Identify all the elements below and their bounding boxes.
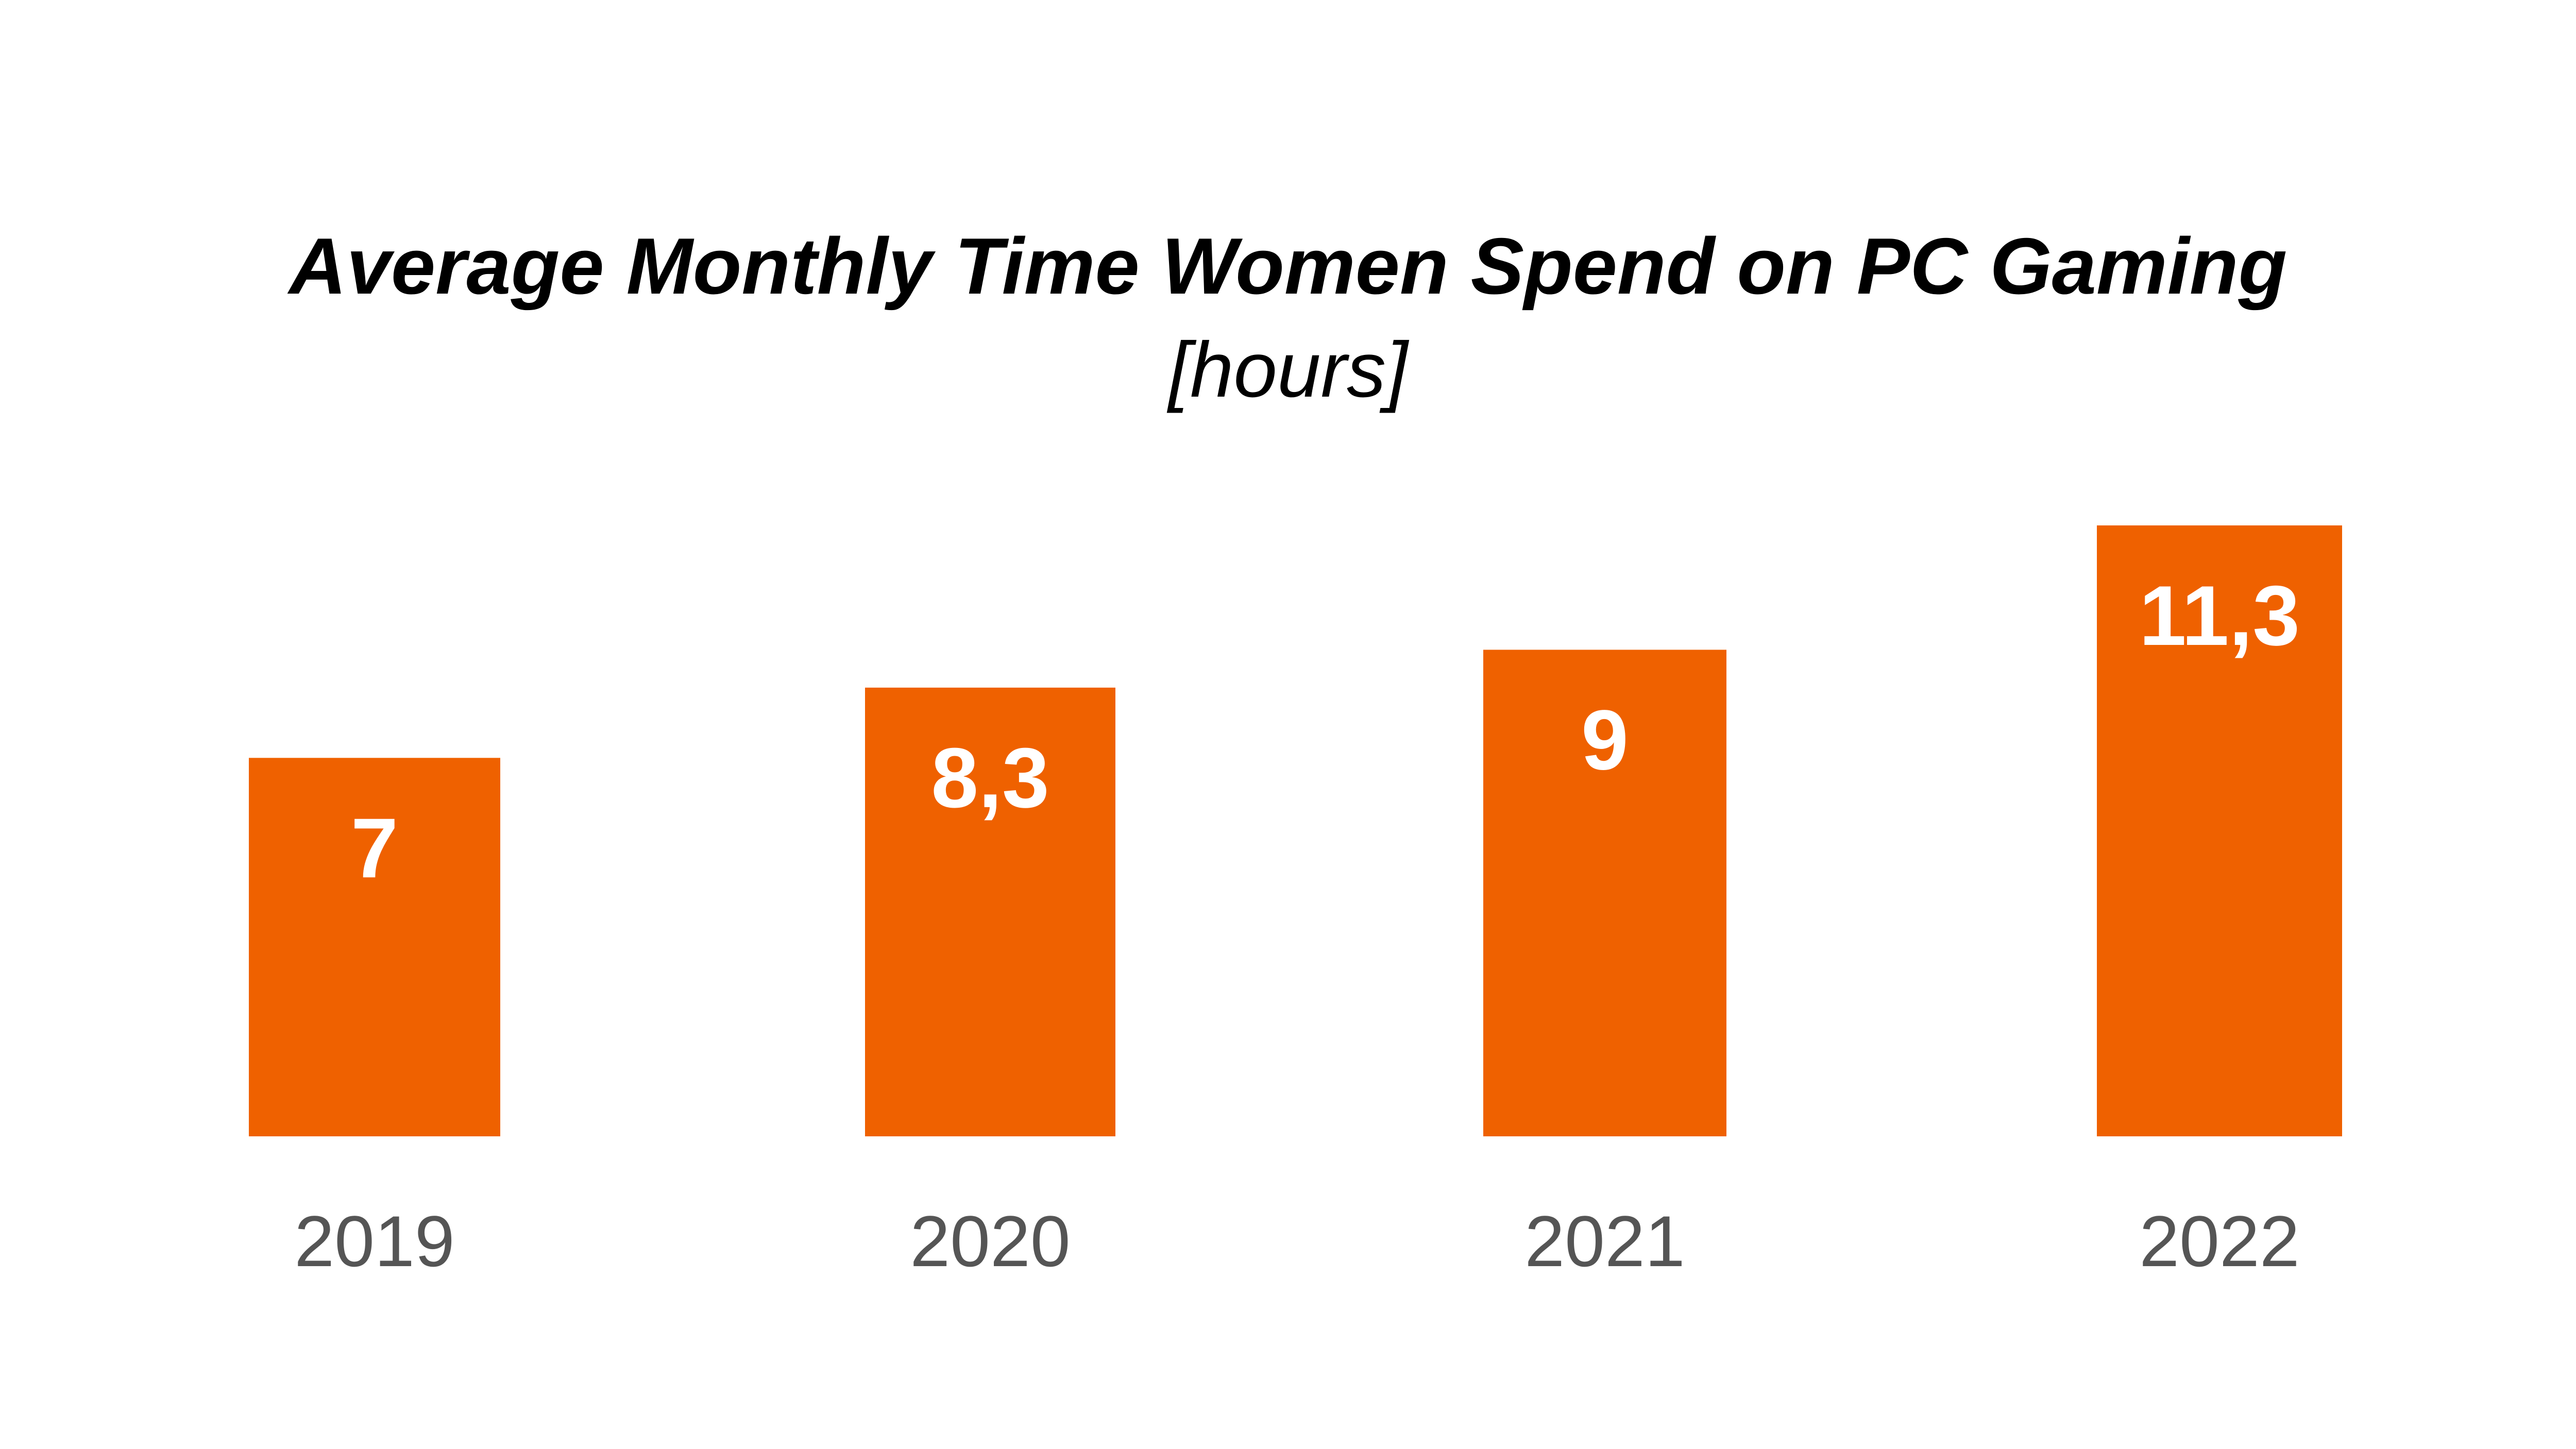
x-tick-label-2020: 2020 <box>910 1201 1070 1282</box>
x-tick-label-2021: 2021 <box>1524 1201 1685 1282</box>
bar-2019 <box>249 758 500 1136</box>
bar-value-label-2022: 11,3 <box>2139 568 2300 663</box>
bar-2020 <box>865 687 1115 1136</box>
bar-2022 <box>2097 525 2342 1136</box>
chart-title: Average Monthly Time Women Spend on PC G… <box>287 221 2287 311</box>
chart-subtitle: [hours] <box>1167 326 1410 414</box>
x-tick-label-2022: 2022 <box>2139 1201 2299 1282</box>
bar-value-label-2021: 9 <box>1581 692 1629 787</box>
bar-2021 <box>1483 650 1726 1136</box>
x-axis-tick-labels: 2019 2020 2021 2022 <box>294 1201 2299 1282</box>
bars-group <box>249 525 2342 1136</box>
x-tick-label-2019: 2019 <box>294 1201 454 1282</box>
bar-value-label-2019: 7 <box>351 800 398 895</box>
value-labels-group: 7 8,3 9 11,3 <box>351 568 2300 895</box>
bar-value-label-2020: 8,3 <box>931 730 1049 825</box>
